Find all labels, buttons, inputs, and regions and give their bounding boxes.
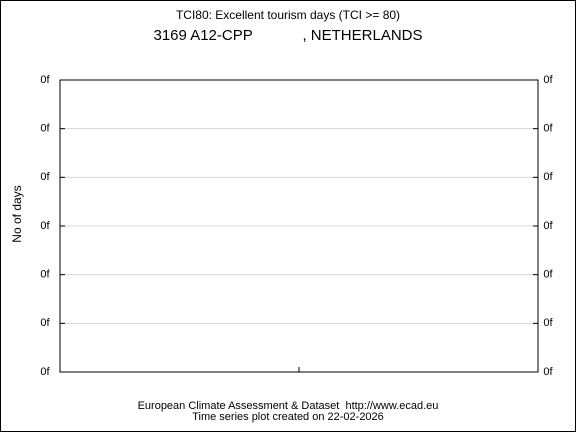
y-tick-label: 0f [40, 366, 50, 378]
y2-tick-label: 0f [543, 171, 553, 183]
y-tick-label: 0f [40, 74, 50, 86]
chart-subtitle: 3169 A12-CPP , NETHERLANDS [154, 27, 423, 44]
y2-tick-label: 0f [543, 220, 553, 232]
y-axis-label: No of days [10, 185, 24, 242]
y2-tick-label: 0f [543, 317, 553, 329]
y-tick-label: 0f [40, 123, 50, 135]
chart-title: TCI80: Excellent tourism days (TCI >= 80… [176, 8, 400, 22]
footer: Time series plot created on 22-02-2026 [192, 411, 384, 423]
y2-tick-label: 0f [543, 366, 553, 378]
y-tick-label: 0f [40, 317, 50, 329]
y-tick-label: 0f [40, 220, 50, 232]
footer: European Climate Assessment & Dataset ht… [138, 400, 439, 412]
y-tick-label: 0f [40, 269, 50, 281]
y2-tick-label: 0f [543, 123, 553, 135]
y2-tick-label: 0f [543, 74, 553, 86]
y-tick-label: 0f [40, 171, 50, 183]
y2-tick-label: 0f [543, 269, 553, 281]
